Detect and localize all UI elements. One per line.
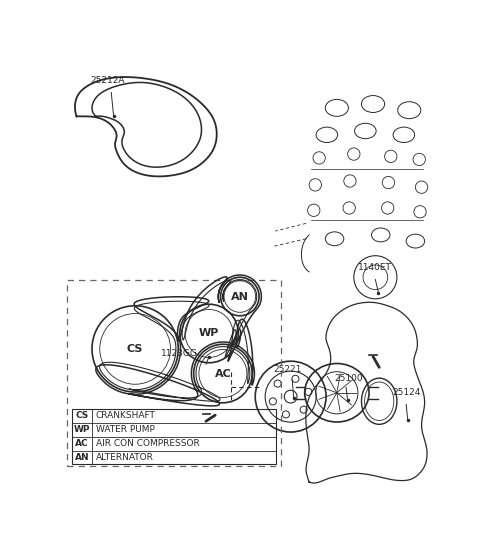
Text: AN: AN	[231, 292, 249, 301]
Bar	[67, 280, 281, 466]
Text: 1123GG: 1123GG	[161, 349, 198, 358]
Text: 1140ET: 1140ET	[358, 263, 392, 272]
Bar	[72, 409, 276, 465]
Text: CRANKSHAFT: CRANKSHAFT	[96, 411, 156, 420]
Text: AC: AC	[215, 369, 231, 378]
Text: 25221: 25221	[273, 365, 301, 373]
Text: 25100: 25100	[335, 374, 363, 383]
Text: WP: WP	[199, 329, 219, 339]
Text: AIR CON COMPRESSOR: AIR CON COMPRESSOR	[96, 439, 200, 448]
Text: 25124: 25124	[392, 388, 420, 396]
Text: WP: WP	[74, 425, 90, 434]
Text: 25212A: 25212A	[90, 76, 125, 85]
Text: ALTERNATOR: ALTERNATOR	[96, 453, 154, 462]
Text: AN: AN	[75, 453, 89, 462]
Text: CS: CS	[75, 411, 89, 420]
Text: CS: CS	[127, 344, 144, 354]
Text: WATER PUMP: WATER PUMP	[96, 425, 155, 434]
Text: AC: AC	[75, 439, 89, 448]
